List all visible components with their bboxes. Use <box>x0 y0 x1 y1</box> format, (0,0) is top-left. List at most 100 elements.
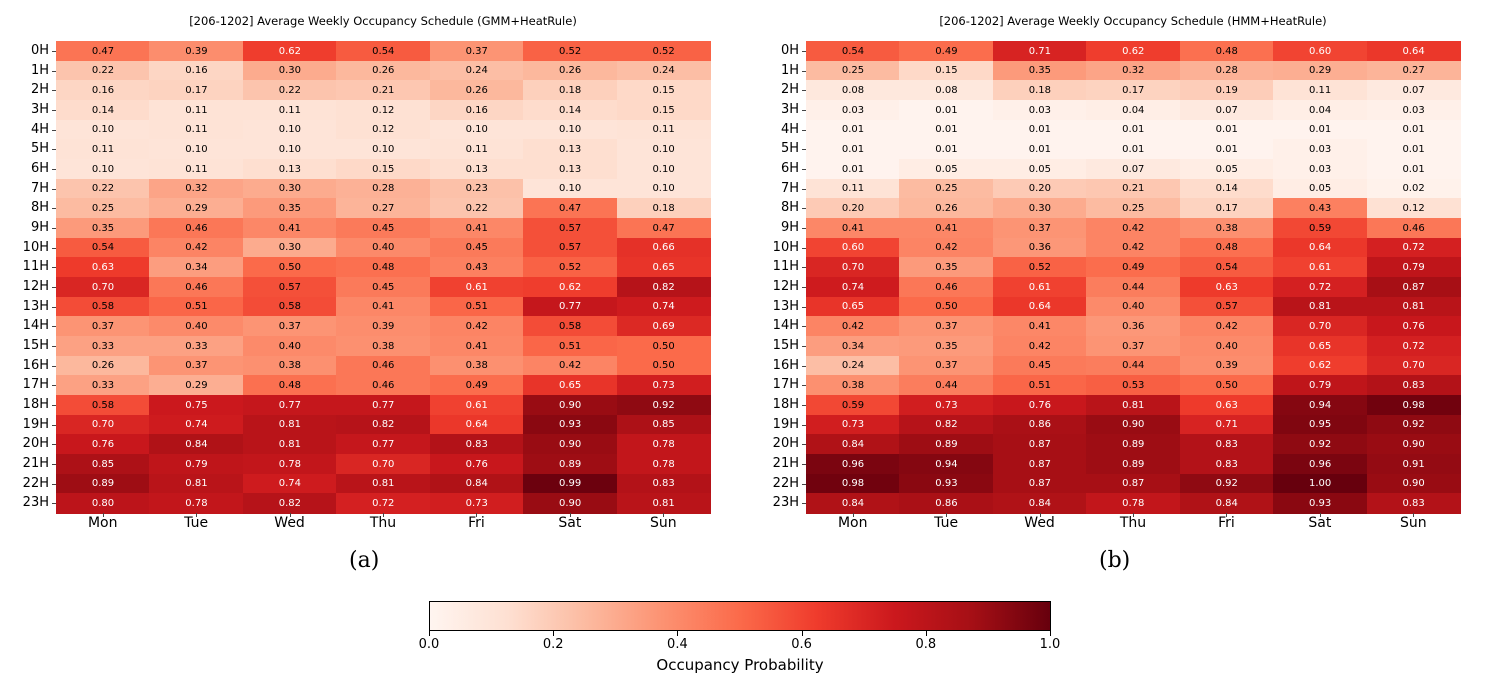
heatmap-cell: 0.52 <box>992 257 1087 278</box>
heatmap-cell: 0.93 <box>523 414 618 435</box>
heatmap-cell: 0.90 <box>523 395 618 416</box>
y-tick <box>802 208 806 210</box>
heatmap-cell: 0.58 <box>56 395 151 416</box>
heatmap-cell: 0.04 <box>1086 100 1181 121</box>
y-tick-label: 6H <box>780 161 799 176</box>
heatmap-cell: 0.80 <box>56 493 151 514</box>
heatmap-cell: 0.30 <box>242 178 337 199</box>
heatmap-cell: 0.65 <box>523 375 618 396</box>
heatmap-cell: 0.22 <box>56 60 151 81</box>
heatmap-cell: 0.87 <box>992 434 1087 455</box>
heatmap-cell: 0.63 <box>1179 277 1274 298</box>
heatmap-cell: 0.70 <box>1273 316 1368 337</box>
heatmap-cell: 0.03 <box>1273 139 1368 160</box>
heatmap-cell: 0.84 <box>149 434 244 455</box>
heatmap-cell: 0.45 <box>336 277 431 298</box>
x-tick <box>569 513 571 517</box>
heatmap-cell: 0.01 <box>806 139 901 160</box>
heatmap-cell: 0.78 <box>242 454 337 475</box>
heatmap-cell: 0.37 <box>899 316 994 337</box>
y-tick-label: 20H <box>772 436 799 452</box>
y-tick <box>802 129 806 131</box>
heatmap-cell: 0.46 <box>1366 218 1461 239</box>
y-tick <box>52 326 56 328</box>
heatmap-cell: 0.47 <box>523 198 618 219</box>
y-tick <box>52 503 56 505</box>
x-tick <box>663 513 665 517</box>
heatmap-cell: 0.39 <box>149 41 244 62</box>
heatmap-cell: 0.81 <box>149 473 244 494</box>
heatmap-cell: 0.98 <box>1366 395 1461 416</box>
heatmap-cell: 0.33 <box>56 336 151 357</box>
heatmap-cell: 0.87 <box>1086 473 1181 494</box>
heatmap-cell: 0.22 <box>429 198 524 219</box>
heatmap-cell: 0.26 <box>523 60 618 81</box>
heatmap-cell: 0.92 <box>1273 434 1368 455</box>
heatmap-cell: 0.42 <box>1086 218 1181 239</box>
heatmap-cell: 0.42 <box>523 355 618 376</box>
heatmap-cell: 0.93 <box>899 473 994 494</box>
heatmap-cell: 0.53 <box>1086 375 1181 396</box>
heatmap-cell: 0.54 <box>336 41 431 62</box>
heatmap-cell: 0.49 <box>1086 257 1181 278</box>
heatmap-cell: 0.01 <box>899 100 994 121</box>
y-tick-label: 0H <box>780 43 799 58</box>
heatmap-cell: 0.73 <box>616 375 711 396</box>
y-tick-label: 18H <box>22 397 49 412</box>
heatmap-cell: 0.42 <box>1179 316 1274 337</box>
x-tick-label: Tue <box>934 515 959 531</box>
heatmap-cell: 0.26 <box>336 60 431 81</box>
y-tick <box>52 168 56 170</box>
heatmap-cell: 0.13 <box>523 159 618 180</box>
colorbar-tick <box>801 631 803 636</box>
heatmap-cell: 0.46 <box>149 218 244 239</box>
heatmap-cell: 0.01 <box>1366 139 1461 160</box>
y-tick <box>802 365 806 367</box>
heatmap-cell: 0.82 <box>899 414 994 435</box>
heatmap-cell: 0.11 <box>806 178 901 199</box>
heatmap-cell: 0.15 <box>899 60 994 81</box>
heatmap-cell: 0.15 <box>616 100 711 121</box>
heatmap-cell: 0.24 <box>429 60 524 81</box>
heatmap-cell: 0.41 <box>429 336 524 357</box>
heatmap-cell: 0.72 <box>336 493 431 514</box>
heatmap-cell: 0.14 <box>523 100 618 121</box>
heatmap-cell: 0.74 <box>149 414 244 435</box>
y-tick <box>802 424 806 426</box>
heatmap-cell: 0.64 <box>992 296 1087 317</box>
heatmap-cell: 0.81 <box>1273 296 1368 317</box>
y-tick <box>802 404 806 406</box>
heatmap-cell: 0.01 <box>992 119 1087 140</box>
heatmap-cell: 0.16 <box>429 100 524 121</box>
heatmap-cell: 0.29 <box>149 198 244 219</box>
y-tick-label: 11H <box>22 259 49 275</box>
x-tick-label: Fri <box>468 515 485 531</box>
heatmap-cell: 0.30 <box>242 60 337 81</box>
y-tick <box>52 70 56 72</box>
y-tick <box>52 109 56 111</box>
y-tick-label: 9H <box>30 220 49 235</box>
heatmap-cell: 0.58 <box>242 296 337 317</box>
heatmap-cell: 0.08 <box>806 80 901 101</box>
heatmap-cell: 0.52 <box>616 41 711 62</box>
y-tick <box>52 444 56 446</box>
colorbar-tick <box>677 631 679 636</box>
heatmap-cell: 0.87 <box>1366 277 1461 298</box>
y-tick-label: 14H <box>22 318 49 334</box>
heatmap-cell: 0.61 <box>429 277 524 298</box>
heatmap-cell: 0.79 <box>1273 375 1368 396</box>
heatmap-cell: 0.83 <box>1179 454 1274 475</box>
heatmap-cell: 0.38 <box>242 355 337 376</box>
heatmap-cell: 0.89 <box>523 454 618 475</box>
heatmap-cell: 0.78 <box>616 454 711 475</box>
y-tick-label: 19H <box>772 416 799 432</box>
colorbar-tick-label: 0.0 <box>418 637 440 652</box>
heatmap-cell: 0.45 <box>336 218 431 239</box>
heatmap-cell: 0.18 <box>992 80 1087 101</box>
heatmap-cell: 0.74 <box>616 296 711 317</box>
heatmap-cell: 0.72 <box>1366 237 1461 258</box>
y-tick <box>52 267 56 269</box>
heatmap-cell: 0.23 <box>429 178 524 199</box>
heatmap-cell: 0.30 <box>242 237 337 258</box>
x-tick-label: Sun <box>649 515 677 531</box>
